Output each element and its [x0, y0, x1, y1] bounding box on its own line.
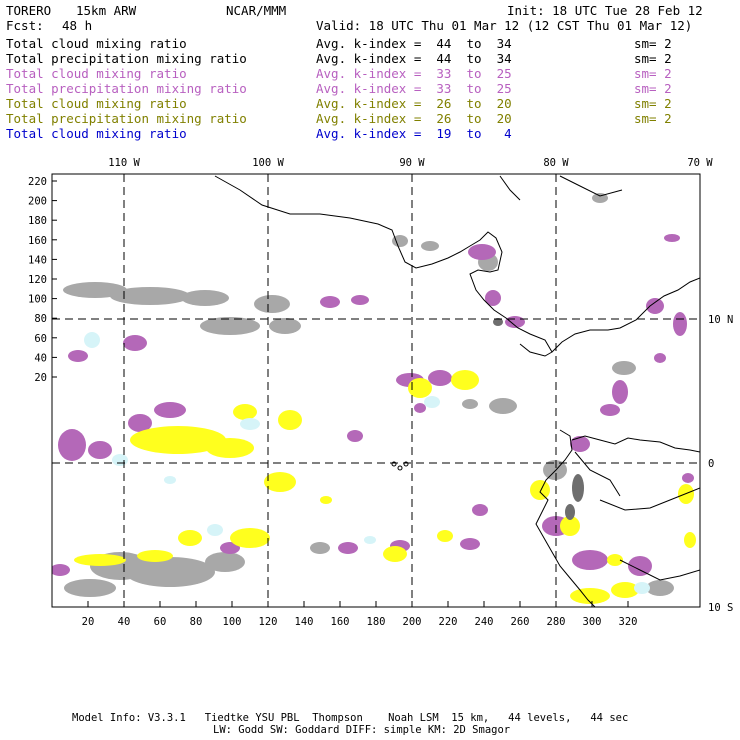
legend-field-name: Total precipitation mixing ratio [6, 81, 247, 96]
longitude-label: 90 W [399, 157, 425, 169]
x-tick-label: 100 [223, 616, 242, 628]
x-tick-label: 220 [439, 616, 458, 628]
legend-k-index: Avg. k-index = 26 to 20 [316, 111, 512, 126]
model-name: TORERO [6, 3, 52, 18]
cloud-purple-areas [52, 234, 694, 576]
legend-smoothing: sm= 2 [634, 51, 672, 66]
legend-k-index: Avg. k-index = 19 to 4 [316, 126, 512, 141]
legend-k-index: Avg. k-index = 44 to 34 [316, 51, 512, 66]
valid-time: Valid: 18 UTC Thu 01 Mar 12 (12 CST Thu … [316, 18, 693, 33]
legend-smoothing: sm= 2 [634, 66, 672, 81]
y-tick-label: 40 [34, 352, 47, 364]
init-time: Init: 18 UTC Tue 28 Feb 12 [507, 3, 703, 18]
model-info-line1: Model Info: V3.3.1 Tiedtke YSU PBL Thomp… [72, 712, 629, 724]
x-tick-label: 120 [259, 616, 278, 628]
model-info-line2: LW: Godd SW: Goddard DIFF: simple KM: 2D… [213, 724, 511, 736]
latitude-label: 0 [708, 458, 714, 470]
lat-lon-grid [52, 174, 700, 607]
x-tick-label: 80 [190, 616, 203, 628]
cloud-gray-areas [63, 193, 674, 597]
legend-smoothing: sm= 2 [634, 111, 672, 126]
legend-k-index: Avg. k-index = 26 to 20 [316, 96, 512, 111]
latitude-label: 10 N [708, 314, 733, 326]
legend-field-name: Total cloud mixing ratio [6, 66, 187, 81]
y-tick-label: 180 [28, 215, 47, 227]
forecast-hours: 48 h [62, 18, 93, 33]
y-tick-label: 200 [28, 196, 47, 208]
x-tick-label: 180 [367, 616, 386, 628]
x-tick-label: 240 [475, 616, 494, 628]
x-tick-label: 320 [619, 616, 638, 628]
axis-ticks [52, 180, 629, 607]
y-tick-label: 220 [28, 176, 47, 188]
forecast-label: Fcst: [6, 18, 44, 33]
legend-field-name: Total precipitation mixing ratio [6, 111, 247, 126]
map-frame [51, 173, 701, 608]
x-tick-label: 160 [331, 616, 350, 628]
legend-smoothing: sm= 2 [634, 36, 672, 51]
x-tick-label: 280 [547, 616, 566, 628]
y-tick-label: 120 [28, 274, 47, 286]
y-tick-label: 160 [28, 235, 47, 247]
longitude-label: 80 W [543, 157, 569, 169]
legend-field-name: Total cloud mixing ratio [6, 126, 187, 141]
legend-k-index: Avg. k-index = 33 to 25 [316, 66, 512, 81]
legend-smoothing: sm= 2 [634, 81, 672, 96]
longitude-label: 110 W [108, 157, 140, 169]
x-tick-label: 60 [154, 616, 167, 628]
y-tick-label: 60 [34, 333, 47, 345]
cloud-dark-cores [493, 318, 584, 520]
coastlines [214, 175, 700, 607]
x-tick-label: 200 [403, 616, 422, 628]
model-resolution: 15km ARW [76, 3, 137, 18]
legend-field-name: Total precipitation mixing ratio [6, 51, 247, 66]
x-tick-label: 20 [82, 616, 95, 628]
longitude-label: 100 W [252, 157, 284, 169]
axis-labels: 220 200 180 160 140 120 100 80 60 40 20 20 40 60 80 100… [28, 157, 733, 628]
cloud-yellow-areas [74, 370, 696, 604]
y-tick-label: 100 [28, 294, 47, 306]
x-tick-label: 140 [295, 616, 314, 628]
legend-smoothing: sm= 2 [634, 96, 672, 111]
legend-field-name: Total cloud mixing ratio [6, 96, 187, 111]
y-tick-label: 20 [34, 372, 47, 384]
organization: NCAR/MMM [226, 3, 287, 18]
x-tick-label: 260 [511, 616, 530, 628]
legend-k-index: Avg. k-index = 44 to 34 [316, 36, 512, 51]
x-tick-label: 40 [118, 616, 131, 628]
y-tick-label: 80 [34, 313, 47, 325]
weather-field-layer [52, 193, 696, 604]
latitude-label: 10 S [708, 602, 733, 614]
cloud-cyan-areas [84, 332, 650, 594]
forecast-map: 220 200 180 160 140 120 100 80 60 40 20 20 40 60 80 100… [28, 157, 733, 628]
longitude-label: 70 W [687, 157, 713, 169]
x-tick-label: 300 [583, 616, 602, 628]
legend-field-name: Total cloud mixing ratio [6, 36, 187, 51]
y-tick-label: 140 [28, 254, 47, 266]
legend-k-index: Avg. k-index = 33 to 25 [316, 81, 512, 96]
